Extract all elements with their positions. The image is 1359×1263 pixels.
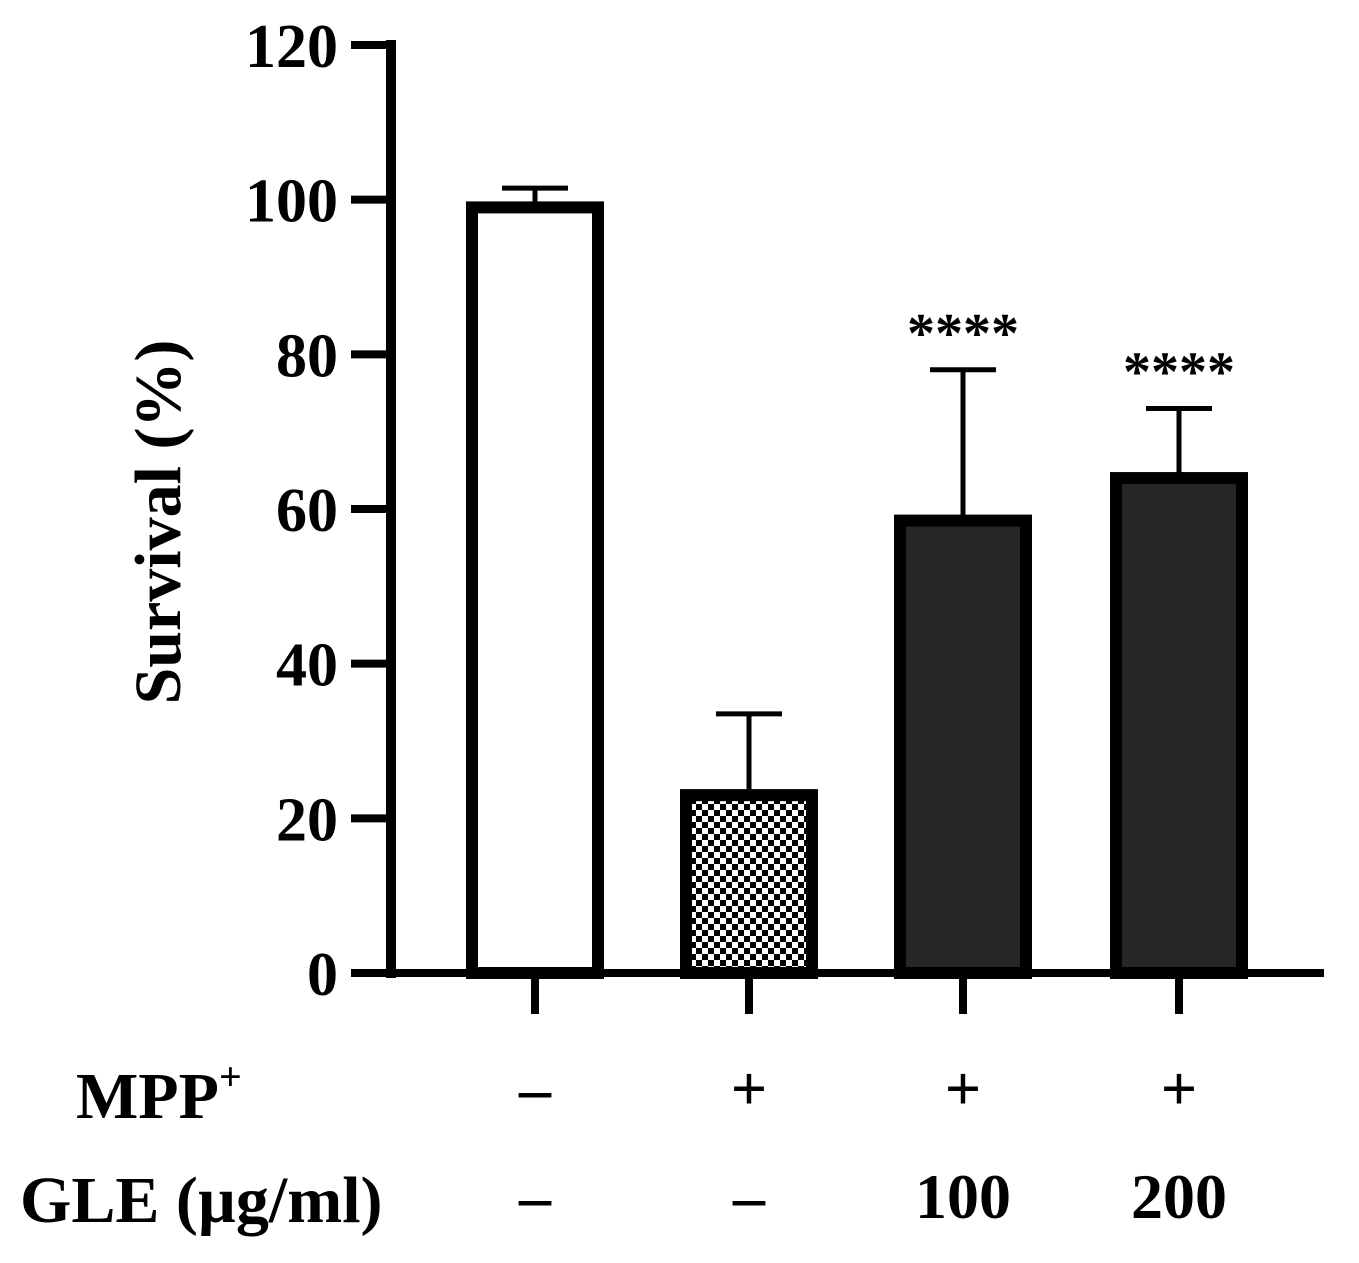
condition-1-3: + [945, 1053, 981, 1124]
row-label-mpp-superscript: + [219, 1054, 242, 1099]
condition-2-3: 100 [915, 1161, 1011, 1232]
y-tick-label-20: 20 [276, 786, 338, 854]
row-label-mpp: MPP+ [76, 1054, 242, 1133]
bar-2 [680, 789, 818, 980]
significance-4: **** [1123, 341, 1235, 403]
y-tick-label-0: 0 [307, 941, 338, 1009]
y-tick-label-60: 60 [276, 477, 338, 545]
significance-3: **** [907, 303, 1019, 365]
bar-3 [894, 514, 1032, 979]
plot-area: **** **** [466, 185, 1248, 980]
row-label-gle: GLE (µg/ml) [20, 1164, 383, 1237]
y-tick-label-100: 100 [245, 168, 338, 236]
condition-table: MPP+ GLE (µg/ml) [20, 1054, 383, 1237]
condition-1-2: + [731, 1053, 767, 1124]
axes: 0 20 40 60 80 100 120 – + + + – – 100 200 [245, 13, 1324, 1232]
bar-4 [1110, 472, 1248, 979]
y-tick-label-40: 40 [276, 632, 338, 700]
y-axis-label: Survival (%) [122, 340, 195, 705]
condition-2-2: – [732, 1161, 766, 1232]
condition-1-1: – [518, 1053, 552, 1124]
bar-1 [466, 201, 604, 979]
y-tick-label-120: 120 [245, 13, 338, 81]
condition-1-4: + [1161, 1053, 1197, 1124]
condition-2-4: 200 [1131, 1161, 1227, 1232]
y-tick-label-80: 80 [276, 322, 338, 390]
condition-2-1: – [518, 1161, 552, 1232]
